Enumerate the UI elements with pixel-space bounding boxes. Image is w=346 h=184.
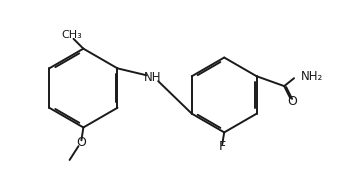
- Text: O: O: [76, 136, 86, 149]
- Text: CH₃: CH₃: [61, 30, 82, 40]
- Text: O: O: [287, 95, 297, 108]
- Text: NH: NH: [144, 71, 161, 84]
- Text: NH₂: NH₂: [301, 70, 323, 83]
- Text: F: F: [219, 140, 226, 153]
